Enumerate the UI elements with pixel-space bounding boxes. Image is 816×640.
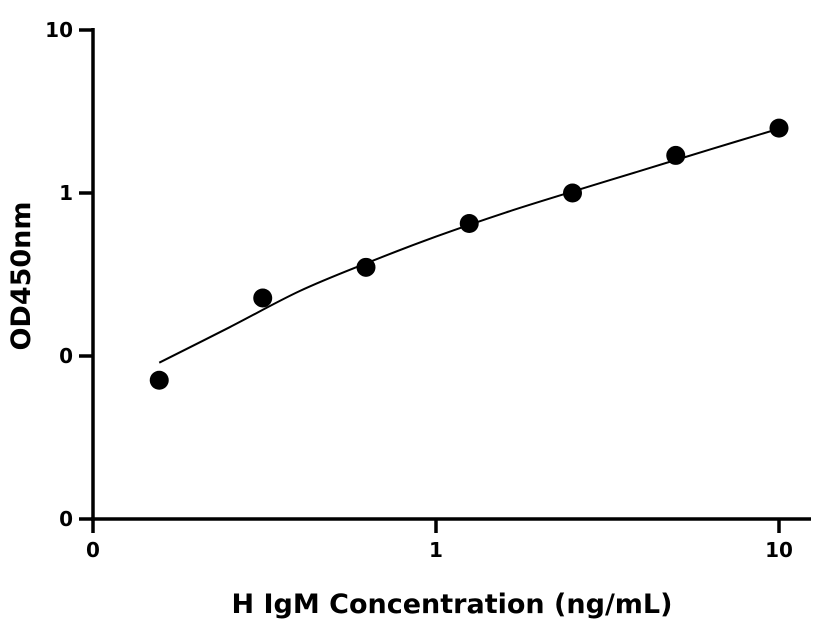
y-axis-title: OD450nm (6, 201, 37, 350)
y-tick-label: 0 (59, 344, 73, 368)
y-tick-label: 1 (59, 181, 73, 205)
data-point (356, 257, 376, 277)
y-tick-label: 10 (45, 18, 73, 42)
data-point (459, 213, 479, 233)
data-point (562, 183, 582, 203)
x-axis-title: H IgM Concentration (ng/mL) (232, 589, 673, 620)
data-point (769, 118, 789, 138)
x-tick-label: 10 (765, 538, 793, 562)
fit-curve (158, 127, 780, 364)
data-point (149, 370, 169, 390)
data-point (666, 145, 686, 165)
x-tick-label: 0 (86, 538, 100, 562)
data-point (253, 288, 273, 308)
y-tick-label: 0 (59, 507, 73, 531)
x-tick-label: 1 (429, 538, 443, 562)
